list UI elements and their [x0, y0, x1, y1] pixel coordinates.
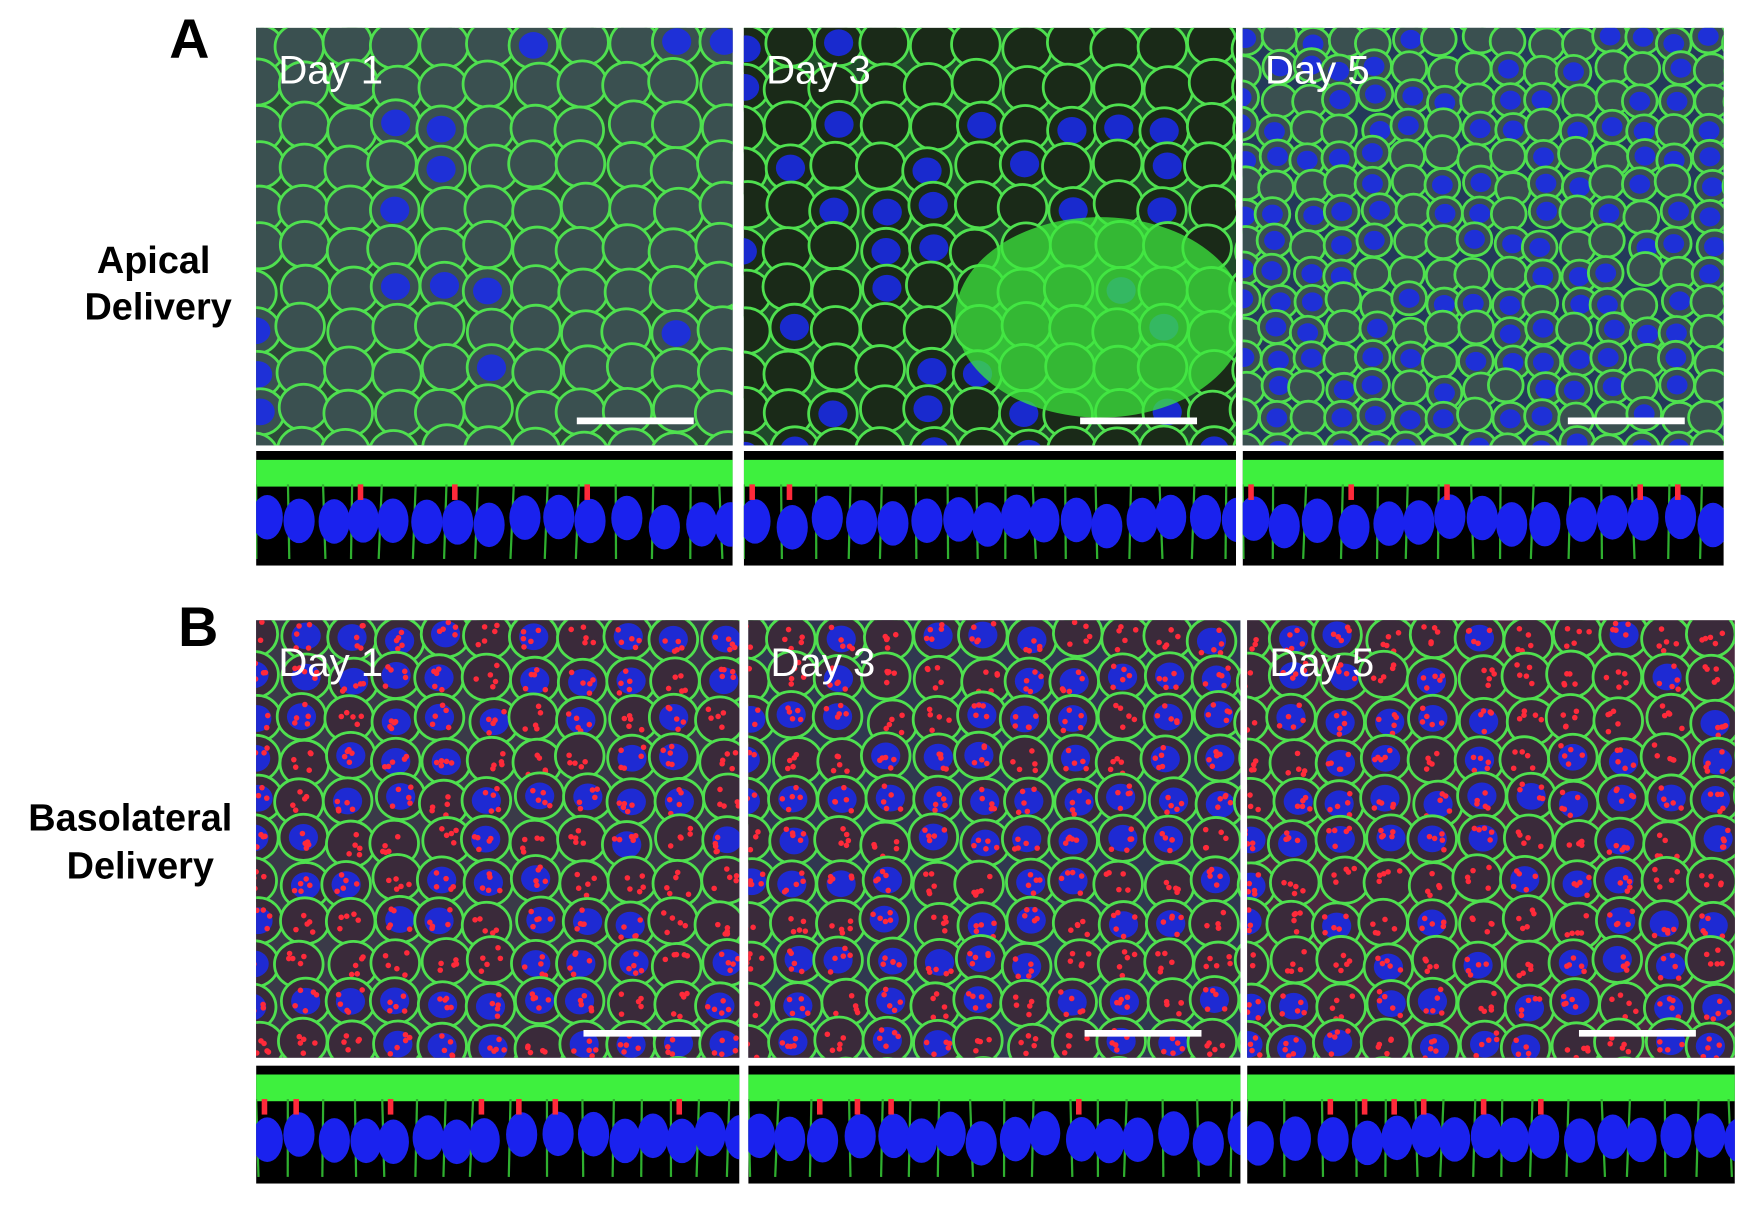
panel-letter: A — [169, 8, 209, 70]
micrograph — [743, 27, 1237, 446]
day-label: Day 1 — [278, 49, 383, 93]
micrograph — [748, 620, 1241, 1058]
micrograph — [1242, 27, 1724, 446]
day-label: Day 5 — [1265, 49, 1370, 93]
micrograph — [256, 620, 740, 1058]
row-label: Apical — [97, 240, 211, 282]
cross-section — [748, 1065, 1241, 1184]
day-label: Day 5 — [1269, 641, 1374, 685]
cross-section — [743, 450, 1237, 566]
micrograph — [1247, 620, 1735, 1058]
cross-section — [1247, 1065, 1735, 1184]
day-label: Day 3 — [771, 641, 876, 685]
row-label: Delivery — [67, 846, 214, 888]
cross-section — [256, 1065, 740, 1184]
row-label: Delivery — [84, 287, 231, 329]
cross-section — [1242, 450, 1724, 566]
row-label: Basolateral — [28, 798, 232, 840]
day-label: Day 3 — [766, 49, 871, 93]
panel-letter: B — [178, 596, 218, 658]
day-label: Day 1 — [278, 641, 383, 685]
cross-section — [256, 450, 733, 566]
micrograph — [256, 27, 733, 446]
